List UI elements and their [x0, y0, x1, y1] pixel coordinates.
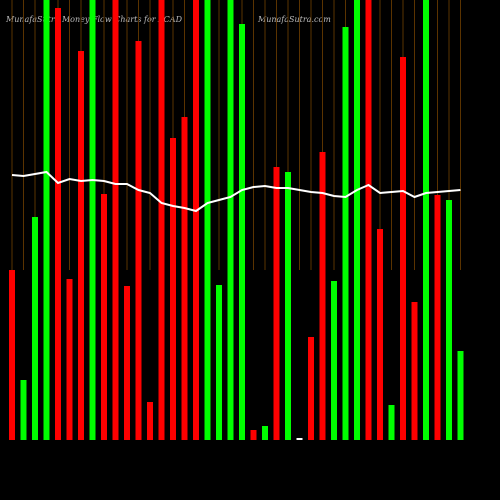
- bar: [365, 0, 372, 440]
- bar: [101, 194, 107, 440]
- bar: [285, 172, 291, 440]
- bar: [204, 0, 211, 440]
- bar: [388, 405, 395, 440]
- bar: [354, 0, 360, 440]
- bar: [216, 285, 222, 440]
- bar: [423, 0, 429, 440]
- bar: [193, 0, 199, 440]
- bar: [181, 117, 188, 440]
- bar: [112, 0, 119, 440]
- bar: [434, 195, 441, 440]
- chart-subtitle: MunafaSutra.com: [257, 15, 331, 24]
- bar: [446, 200, 452, 440]
- bar: [20, 380, 27, 440]
- plot: [9, 0, 464, 440]
- bar: [170, 138, 176, 440]
- bar: [43, 0, 50, 440]
- bar: [227, 0, 234, 440]
- bar: [296, 438, 303, 440]
- bar: [411, 302, 418, 440]
- bar: [147, 402, 153, 440]
- bar: [319, 152, 326, 440]
- bar: [331, 281, 337, 440]
- bar: [239, 24, 245, 440]
- flow-line: [11, 170, 461, 213]
- bar: [158, 0, 165, 440]
- bar: [66, 279, 73, 440]
- bar: [273, 167, 280, 440]
- bar: [32, 217, 38, 440]
- bar: [78, 51, 84, 440]
- bar: [377, 229, 383, 440]
- bar: [308, 337, 314, 440]
- bar: [342, 27, 349, 440]
- bar: [457, 351, 464, 440]
- bar: [89, 0, 96, 440]
- bar: [55, 8, 61, 440]
- bar: [135, 41, 142, 440]
- bar: [9, 270, 15, 440]
- bar: [262, 426, 268, 440]
- bar: [124, 286, 130, 440]
- bar: [250, 430, 257, 440]
- bar: [400, 57, 406, 440]
